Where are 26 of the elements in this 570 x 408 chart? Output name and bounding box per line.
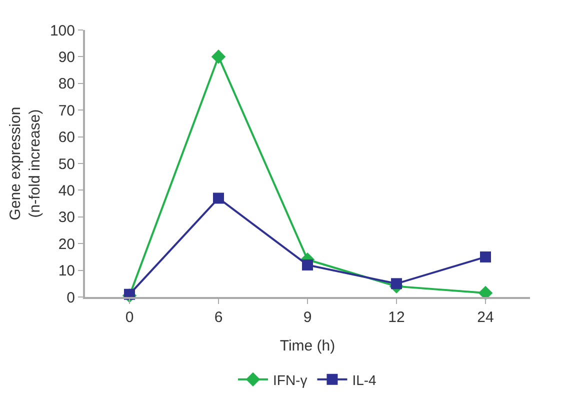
y-tick-label: 0 [66,289,75,306]
x-tick-label: 12 [388,309,405,326]
y-axis-title: Gene expression (n-fold increase) [7,106,44,220]
y-tick-label: 80 [58,76,75,93]
y-tick-label: 10 [58,262,75,280]
point [302,259,313,270]
y-tick-label: 60 [58,129,75,146]
y-tick-label: 20 [58,236,75,253]
y-tick-label: 30 [58,209,75,226]
y-tick-label: 40 [58,182,75,200]
point [478,286,493,300]
x-tick-label: 6 [214,309,223,326]
x-tick-label: 9 [303,309,312,326]
legend-label: IL-4 [352,372,377,388]
x-tick-label: 0 [125,309,134,326]
y-tick-label: 100 [50,22,75,40]
y-tick-label: 90 [58,48,75,66]
legend-label: IFN-γ [273,372,308,388]
y-tick-label: 50 [58,156,75,173]
x-axis-title: Time (h) [280,338,336,354]
y-tick-label: 70 [58,102,75,120]
x-tick-label: 24 [477,309,494,326]
point [213,192,224,204]
point [391,278,402,290]
point [480,251,491,262]
point [211,50,226,64]
